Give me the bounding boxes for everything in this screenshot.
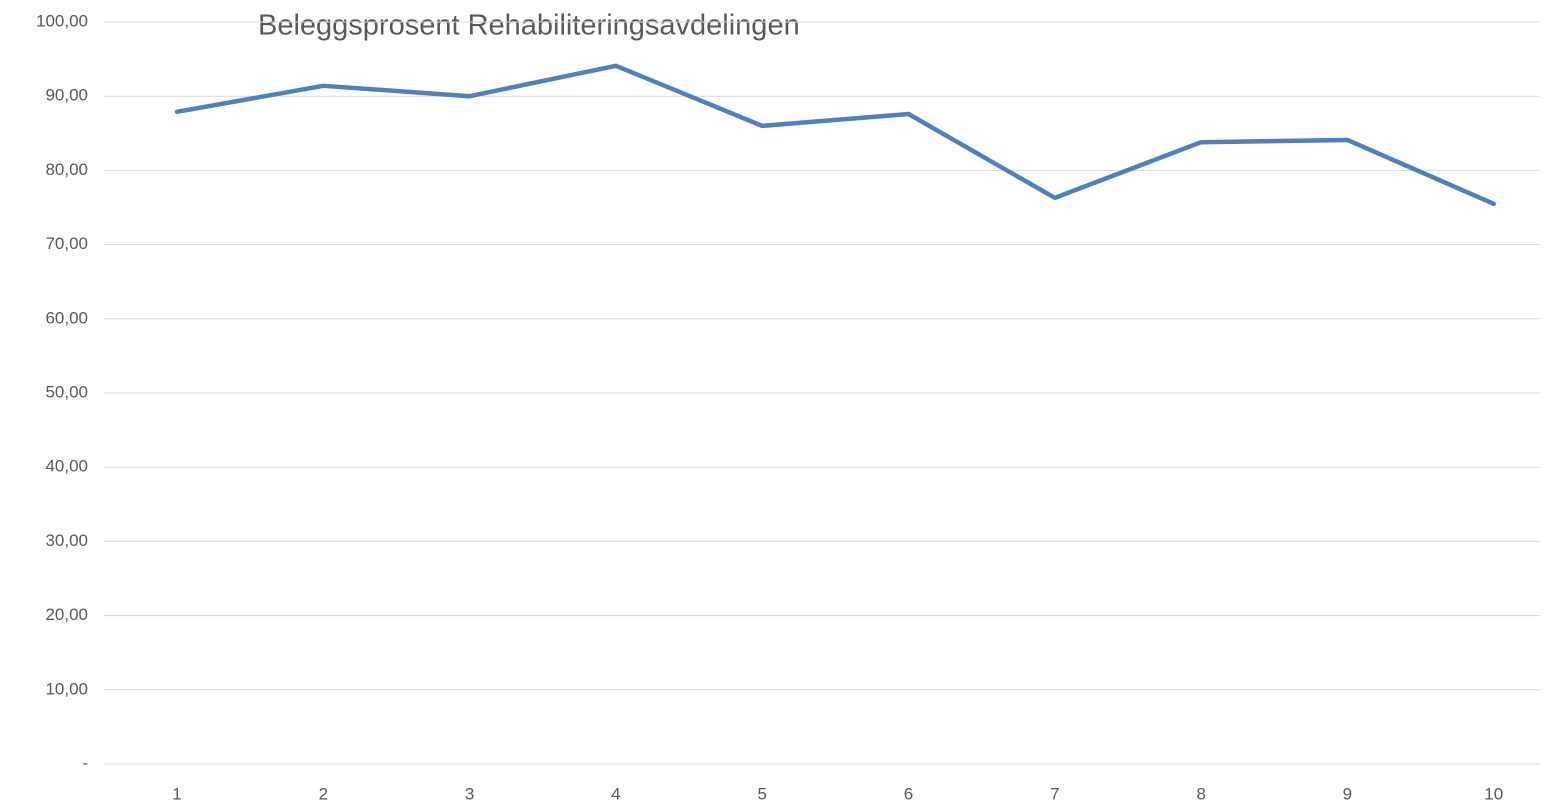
y-tick-label: 50,00: [45, 382, 88, 401]
data-line: [174, 63, 1496, 207]
y-tick-label: 60,00: [45, 308, 88, 327]
y-tick-label: 80,00: [45, 160, 88, 179]
chart-title: Beleggsprosent Rehabiliteringsavdelingen: [258, 10, 800, 42]
y-tick-label: 20,00: [45, 605, 88, 624]
x-tick-label: 2: [319, 784, 328, 803]
y-tick-label: 30,00: [45, 531, 88, 550]
x-tick-label: 1: [172, 784, 181, 803]
x-tick-label: 3: [465, 784, 474, 803]
x-tick-label: 6: [904, 784, 913, 803]
x-tick-label: 7: [1050, 784, 1059, 803]
x-tick-label: 5: [757, 784, 766, 803]
x-tick-label: 4: [611, 784, 620, 803]
y-tick-label: 40,00: [45, 457, 88, 476]
x-tick-label: 8: [1196, 784, 1205, 803]
x-tick-label: 10: [1484, 784, 1503, 803]
y-tick-label: 10,00: [45, 679, 88, 698]
y-tick-label: 90,00: [45, 86, 88, 105]
y-tick-label: -: [82, 753, 88, 772]
y-tick-label: 100,00: [36, 11, 88, 30]
x-tick-label: 9: [1343, 784, 1352, 803]
y-tick-label: 70,00: [45, 234, 88, 253]
